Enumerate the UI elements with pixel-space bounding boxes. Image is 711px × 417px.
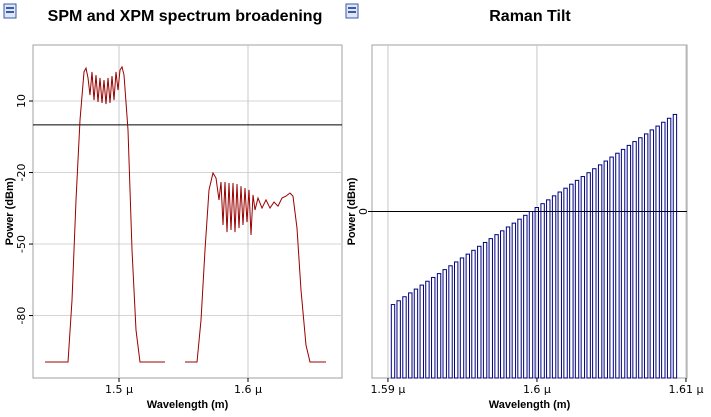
chart-panel: 10 -20 -50 -80 1.5 μ 1.6 μ SPM and XPM spectru…	[4, 8, 343, 411]
bar	[511, 222, 517, 379]
bar	[586, 172, 591, 379]
bar	[523, 214, 528, 379]
bar	[574, 179, 580, 379]
bar	[431, 276, 436, 379]
y-tick-label: 0	[357, 208, 370, 215]
bar	[465, 253, 471, 379]
y-tick-label: 10	[15, 94, 28, 108]
bar	[477, 245, 482, 379]
bar	[661, 121, 666, 379]
spectrum-line	[45, 65, 326, 363]
bar	[626, 144, 632, 379]
bar	[419, 284, 424, 379]
chart-title: SPM and XPM spectrum broadening	[48, 8, 323, 25]
bar	[666, 117, 672, 379]
bar	[580, 176, 586, 379]
x-tick-label: 1.6 μ	[523, 383, 551, 396]
y-axis-label: Power (dBm)	[346, 177, 358, 245]
bar	[390, 304, 396, 379]
bar	[672, 113, 678, 379]
bar	[482, 241, 488, 379]
bar	[396, 300, 401, 379]
bar	[569, 183, 574, 379]
bar	[505, 226, 511, 379]
bar	[638, 137, 643, 379]
bar	[551, 195, 557, 379]
x-axis-label: Wavelength (m)	[147, 399, 229, 411]
bar	[402, 296, 407, 379]
bar	[603, 160, 608, 379]
bar	[488, 238, 493, 379]
y-tick-label: -20	[15, 164, 28, 182]
bar	[500, 230, 505, 379]
bar	[649, 129, 655, 379]
y-tick-label: -50	[15, 235, 28, 253]
chart-panel: 0 1.59 μ 1.6 μ 1.61 μ Raman Tilt Wavelength (…	[346, 8, 704, 411]
panel-icon	[3, 3, 17, 19]
bar	[557, 191, 562, 379]
panel-icon	[345, 3, 359, 19]
bar	[609, 156, 614, 379]
bar	[563, 187, 568, 379]
bar	[413, 288, 419, 379]
bar	[494, 234, 499, 379]
x-tick-label: 1.61 μ	[668, 383, 703, 396]
y-tick-label: -80	[15, 307, 28, 325]
bar	[408, 292, 413, 379]
x-axis-label: Wavelength (m)	[489, 399, 571, 411]
bar	[632, 141, 637, 379]
bar	[540, 203, 545, 379]
x-tick-label: 1.59 μ	[370, 383, 405, 396]
chart-title: Raman Tilt	[489, 8, 571, 25]
bar	[643, 133, 649, 379]
bar	[425, 280, 430, 379]
bar	[546, 199, 551, 379]
bar	[442, 269, 447, 379]
bar	[436, 273, 442, 379]
bar	[517, 218, 522, 379]
bar	[615, 152, 620, 379]
bar	[597, 164, 603, 379]
bar	[620, 148, 626, 379]
bar	[471, 249, 476, 379]
bar	[528, 211, 534, 379]
y-axis-label: Power (dBm)	[4, 177, 16, 245]
bar	[534, 207, 540, 379]
bar	[592, 168, 597, 379]
plot-area	[32, 44, 343, 379]
x-tick-label: 1.6 μ	[234, 383, 262, 396]
x-tick-label: 1.5 μ	[105, 383, 133, 396]
bar	[459, 257, 465, 379]
bar	[448, 265, 453, 379]
bar	[655, 125, 660, 379]
bar	[453, 261, 459, 379]
